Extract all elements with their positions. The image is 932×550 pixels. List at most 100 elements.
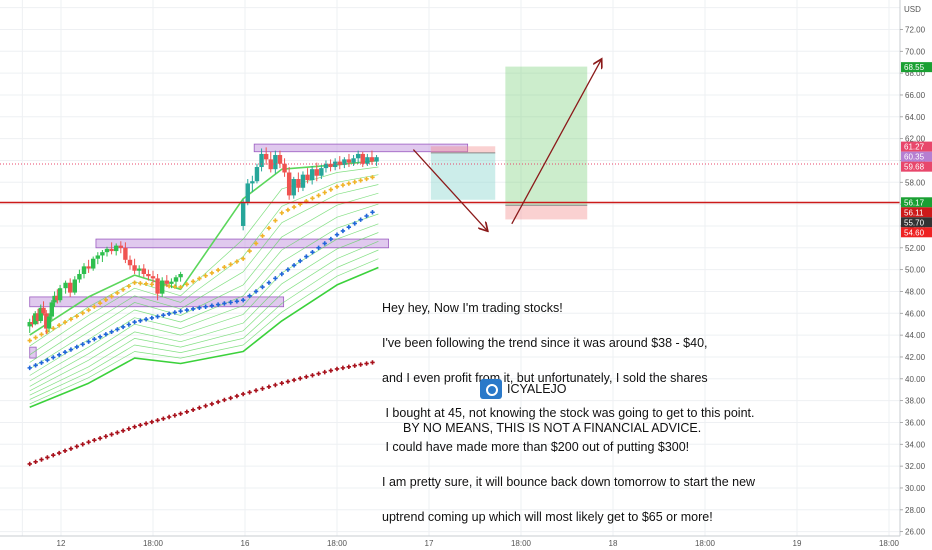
candle[interactable]	[286, 167, 292, 200]
price-label: 68.55	[901, 62, 932, 73]
candle[interactable]	[282, 158, 287, 177]
candle[interactable]	[30, 315, 35, 328]
candle[interactable]	[296, 172, 301, 193]
candle[interactable]	[300, 171, 306, 192]
candle[interactable]	[337, 156, 342, 170]
indicator-point	[340, 228, 346, 234]
candle[interactable]	[46, 313, 52, 332]
candle[interactable]	[328, 159, 333, 172]
candle[interactable]	[173, 275, 179, 287]
trend-arrow[interactable]	[511, 60, 601, 225]
candle[interactable]	[369, 150, 375, 165]
author-badge[interactable]: ICYALEJO	[480, 379, 567, 399]
candle[interactable]	[346, 153, 352, 168]
price-label: 55.70	[901, 217, 932, 228]
candle-body	[27, 322, 32, 327]
candle[interactable]	[104, 246, 110, 257]
candle[interactable]	[245, 179, 250, 206]
candle[interactable]	[27, 318, 32, 333]
ma-ribbon-line	[29, 266, 379, 408]
candle[interactable]	[77, 269, 82, 283]
indicator-point	[103, 332, 109, 337]
candle[interactable]	[81, 263, 87, 279]
supply-zone[interactable]	[253, 143, 469, 153]
trend-arrow[interactable]	[412, 149, 487, 231]
candle[interactable]	[155, 274, 160, 301]
candle[interactable]	[55, 289, 60, 304]
candle[interactable]	[319, 164, 324, 180]
candle[interactable]	[164, 275, 169, 288]
candle[interactable]	[68, 278, 73, 297]
candle[interactable]	[342, 157, 347, 169]
candle[interactable]	[309, 165, 315, 185]
candle[interactable]	[332, 158, 338, 171]
candle[interactable]	[323, 160, 329, 173]
candle[interactable]	[33, 311, 38, 326]
price-label-text: 55.70	[904, 218, 925, 227]
profit-zone[interactable]	[505, 66, 588, 206]
candle[interactable]	[273, 150, 278, 174]
candle-body	[63, 282, 68, 289]
y-tick-label: 34.00	[905, 440, 926, 449]
indicator-point	[316, 245, 321, 251]
candle[interactable]	[127, 255, 133, 270]
y-tick-label: 64.00	[905, 113, 926, 122]
candle[interactable]	[72, 276, 77, 295]
candle[interactable]	[41, 301, 46, 316]
y-tick-label: 70.00	[905, 47, 926, 56]
candle[interactable]	[91, 256, 96, 271]
candle[interactable]	[118, 241, 123, 254]
candle[interactable]	[38, 304, 43, 324]
candle[interactable]	[146, 269, 151, 281]
candle[interactable]	[259, 148, 264, 172]
loss-zone[interactable]	[505, 205, 588, 220]
candle[interactable]	[268, 151, 273, 173]
candle-body	[300, 174, 306, 188]
candle[interactable]	[132, 258, 137, 275]
candle[interactable]	[114, 243, 119, 256]
candle[interactable]	[355, 150, 361, 164]
candle[interactable]	[44, 310, 49, 335]
candle[interactable]	[95, 252, 100, 265]
candle[interactable]	[305, 168, 310, 184]
loss-zone[interactable]	[430, 146, 496, 153]
candle[interactable]	[100, 249, 105, 262]
candle[interactable]	[263, 147, 269, 165]
candle[interactable]	[365, 153, 370, 166]
candle[interactable]	[351, 155, 356, 166]
candle[interactable]	[169, 278, 174, 289]
indicator-point	[260, 386, 265, 391]
candle[interactable]	[49, 300, 54, 320]
indicator-point	[266, 384, 272, 390]
candle[interactable]	[141, 264, 146, 278]
candle[interactable]	[374, 155, 379, 166]
candle-body	[351, 158, 356, 163]
candle[interactable]	[86, 259, 91, 273]
candle[interactable]	[250, 175, 255, 193]
candle[interactable]	[254, 163, 260, 184]
indicator-point	[138, 281, 143, 286]
candle[interactable]	[291, 176, 296, 199]
candle[interactable]	[178, 271, 183, 282]
candle[interactable]	[160, 277, 165, 297]
candle[interactable]	[360, 151, 365, 168]
candle[interactable]	[137, 265, 142, 277]
candle[interactable]	[314, 162, 319, 182]
candle[interactable]	[63, 280, 68, 294]
candle[interactable]	[35, 308, 41, 325]
candle[interactable]	[52, 291, 57, 307]
candle[interactable]	[123, 242, 128, 264]
candle[interactable]	[240, 198, 246, 231]
supply-zone[interactable]	[95, 238, 389, 249]
indicator-point	[109, 294, 114, 299]
candle[interactable]	[150, 270, 156, 283]
profit-zone[interactable]	[430, 152, 496, 200]
candle[interactable]	[109, 242, 114, 255]
indicator-point	[197, 405, 202, 411]
candle-body	[355, 153, 361, 159]
candle[interactable]	[277, 150, 283, 169]
price-label: 61.27	[901, 141, 932, 152]
candle[interactable]	[57, 284, 63, 303]
